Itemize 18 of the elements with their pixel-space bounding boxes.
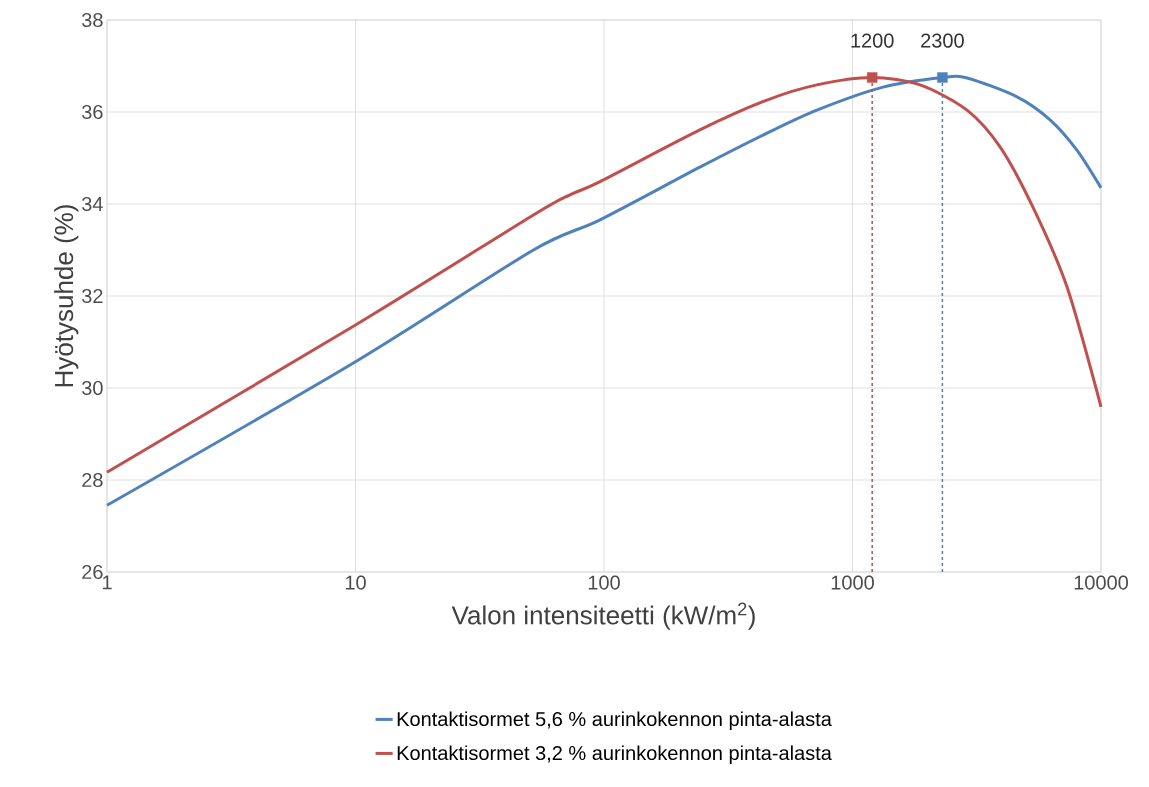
x-tick-label: 10 [345,575,366,590]
x-tick-label: 1000 [831,575,874,590]
x-tick-label: 10000 [1074,575,1129,590]
y-tick-label: 34 [82,196,103,212]
y-tick-label: 28 [82,472,103,488]
ref-line-label: 1200 [851,33,894,48]
y-tick-label: 36 [82,104,103,120]
y-tick-label: 30 [82,380,103,396]
y-tick-label: 26 [82,564,103,580]
ref-line-label: 2300 [921,33,964,48]
y-tick-label: 38 [82,12,103,28]
x-axis-title: Valon intensiteetti (kW/m$^{2}$) [451,602,755,630]
y-axis-title: Hyötysuhde (%) [54,205,79,387]
x-tick-label: 1 [102,575,112,590]
legend-label: Kontaktisormet 5,6 % aurinkokennon pinta-alasta [397,711,832,731]
legend-label: Kontaktisormet 3,2 % aurinkokennon pinta-alasta [397,745,832,765]
y-tick-label: 32 [82,288,103,304]
x-tick-label: 100 [588,575,620,590]
